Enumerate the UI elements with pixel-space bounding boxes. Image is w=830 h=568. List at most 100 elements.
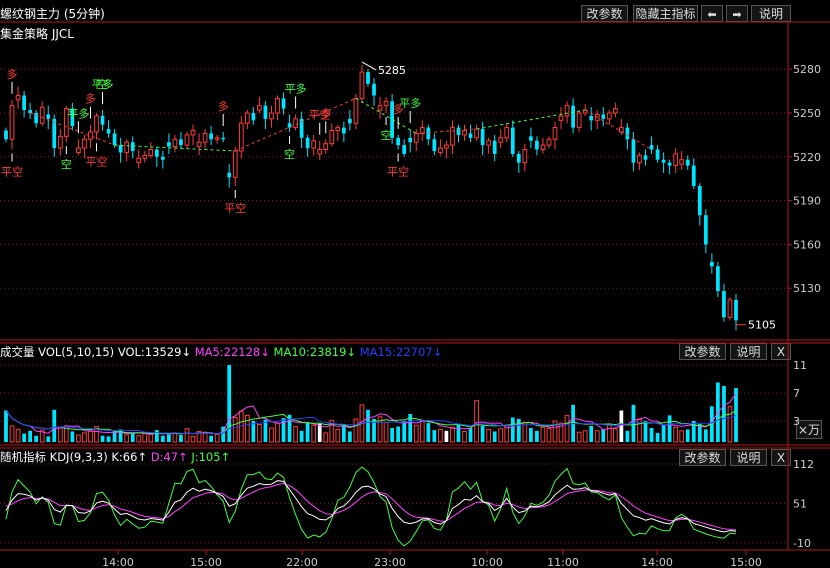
volume-bar bbox=[179, 435, 183, 442]
volume-ma15: MA15:22707↓ bbox=[359, 345, 443, 359]
price-tick-label: 5220 bbox=[793, 151, 821, 164]
volume-unit-button[interactable]: ×万 bbox=[796, 420, 822, 439]
candle-body bbox=[691, 165, 696, 186]
price-tick-label: 5280 bbox=[793, 63, 821, 76]
kdj-tick-label: 112 bbox=[793, 458, 814, 471]
volume-bar bbox=[52, 409, 57, 442]
volume-bar bbox=[529, 428, 533, 442]
candle-body bbox=[160, 156, 165, 160]
volume-bar bbox=[227, 365, 232, 442]
kdj-close-button[interactable]: X bbox=[771, 449, 791, 466]
candle-body bbox=[655, 149, 660, 160]
volume-bar bbox=[311, 424, 317, 443]
time-tick-label: 11:00 bbox=[547, 556, 579, 568]
candle-body bbox=[293, 118, 298, 129]
volume-bar bbox=[214, 433, 220, 443]
candle-body bbox=[329, 130, 335, 145]
candle-body bbox=[540, 144, 546, 150]
volume-bar bbox=[703, 429, 708, 442]
candle-body bbox=[601, 114, 606, 119]
candle-body bbox=[28, 110, 33, 113]
time-tick-label: 14:00 bbox=[102, 556, 134, 568]
volume-bar bbox=[486, 428, 492, 443]
candle-body bbox=[287, 123, 292, 128]
candle-body bbox=[172, 138, 178, 148]
candle-body bbox=[480, 129, 485, 146]
volume-bar bbox=[46, 436, 51, 442]
price-tick-label: 5160 bbox=[793, 238, 821, 251]
candle-body bbox=[589, 115, 594, 121]
volume-bar bbox=[172, 432, 178, 443]
candle-body bbox=[22, 95, 26, 111]
candle-body bbox=[535, 140, 539, 150]
volume-bar bbox=[408, 414, 413, 442]
volume-bar bbox=[366, 409, 370, 442]
strategy-trend-line bbox=[114, 144, 236, 152]
volume-bar bbox=[118, 429, 123, 442]
candle-body bbox=[679, 159, 685, 165]
candle-body bbox=[63, 108, 69, 137]
kdj-params: KDJ(9,3,3) bbox=[49, 450, 108, 464]
candle-body bbox=[348, 118, 352, 124]
signal-label: 平空 bbox=[309, 108, 331, 122]
signal-label: 平空 bbox=[224, 201, 246, 215]
volume-bar bbox=[612, 428, 618, 443]
kdj-k-value: K:66↑ bbox=[111, 450, 148, 464]
time-tick-label: 22:00 bbox=[286, 556, 318, 568]
kdj-panel-name: 随机指标 bbox=[0, 450, 46, 464]
kdj-j-value: J:105↑ bbox=[191, 450, 231, 464]
price-tick-label: 5250 bbox=[793, 107, 821, 120]
signal-label: 空 bbox=[61, 157, 72, 171]
volume-bar bbox=[667, 415, 672, 442]
volume-params-button[interactable]: 改参数 bbox=[679, 343, 726, 360]
signal-label: 平空 bbox=[387, 165, 409, 179]
high-pointer bbox=[361, 61, 377, 71]
chart-title: 螺纹钢主力 (5分钟) bbox=[0, 7, 105, 21]
volume-bar bbox=[299, 430, 304, 442]
candle-body bbox=[516, 153, 521, 163]
volume-bar bbox=[432, 430, 437, 442]
kdj-d-line bbox=[5, 482, 737, 531]
price-tick-label: 5130 bbox=[793, 282, 821, 295]
volume-tick-label: 7 bbox=[793, 387, 800, 400]
candle-body bbox=[444, 144, 449, 149]
volume-bar bbox=[643, 421, 648, 442]
candle-body bbox=[685, 159, 690, 166]
candle-body bbox=[148, 149, 154, 156]
params-button[interactable]: 改参数 bbox=[581, 5, 628, 22]
volume-bar bbox=[619, 410, 624, 442]
candle-body bbox=[673, 153, 679, 167]
candle-body bbox=[167, 142, 171, 147]
volume-bar bbox=[353, 418, 359, 443]
volume-bar bbox=[582, 430, 588, 443]
candle-body bbox=[456, 127, 461, 135]
candle-body bbox=[727, 299, 733, 318]
candle-body bbox=[15, 94, 21, 101]
volume-bar bbox=[734, 388, 738, 442]
volume-bar bbox=[39, 429, 45, 443]
candle-body bbox=[57, 135, 63, 149]
volume-bar bbox=[637, 419, 642, 443]
volume-bar bbox=[589, 425, 594, 442]
candle-body bbox=[238, 122, 244, 152]
signal-label: 平多 bbox=[399, 96, 421, 110]
volume-bar bbox=[606, 424, 612, 443]
volume-bar bbox=[142, 433, 148, 443]
volume-help-button[interactable]: 说明 bbox=[730, 343, 767, 360]
candle-body bbox=[486, 140, 492, 146]
low-price-label: 5105 bbox=[748, 319, 776, 332]
candle-body bbox=[94, 115, 99, 133]
volume-bar bbox=[257, 424, 262, 443]
volume-ma10: MA10:23819↓ bbox=[273, 345, 357, 359]
signal-label: 平多 bbox=[92, 77, 114, 91]
volume-bar bbox=[209, 435, 213, 442]
candle-body bbox=[468, 133, 473, 138]
volume-bar bbox=[564, 414, 570, 443]
candle-body bbox=[625, 127, 630, 140]
signal-label: 平多 bbox=[67, 106, 89, 120]
kdj-params-button[interactable]: 改参数 bbox=[679, 449, 726, 466]
kdj-help-button[interactable]: 说明 bbox=[730, 449, 767, 466]
volume-params: VOL(5,10,15) bbox=[38, 345, 115, 359]
time-tick-label: 23:00 bbox=[374, 556, 406, 568]
